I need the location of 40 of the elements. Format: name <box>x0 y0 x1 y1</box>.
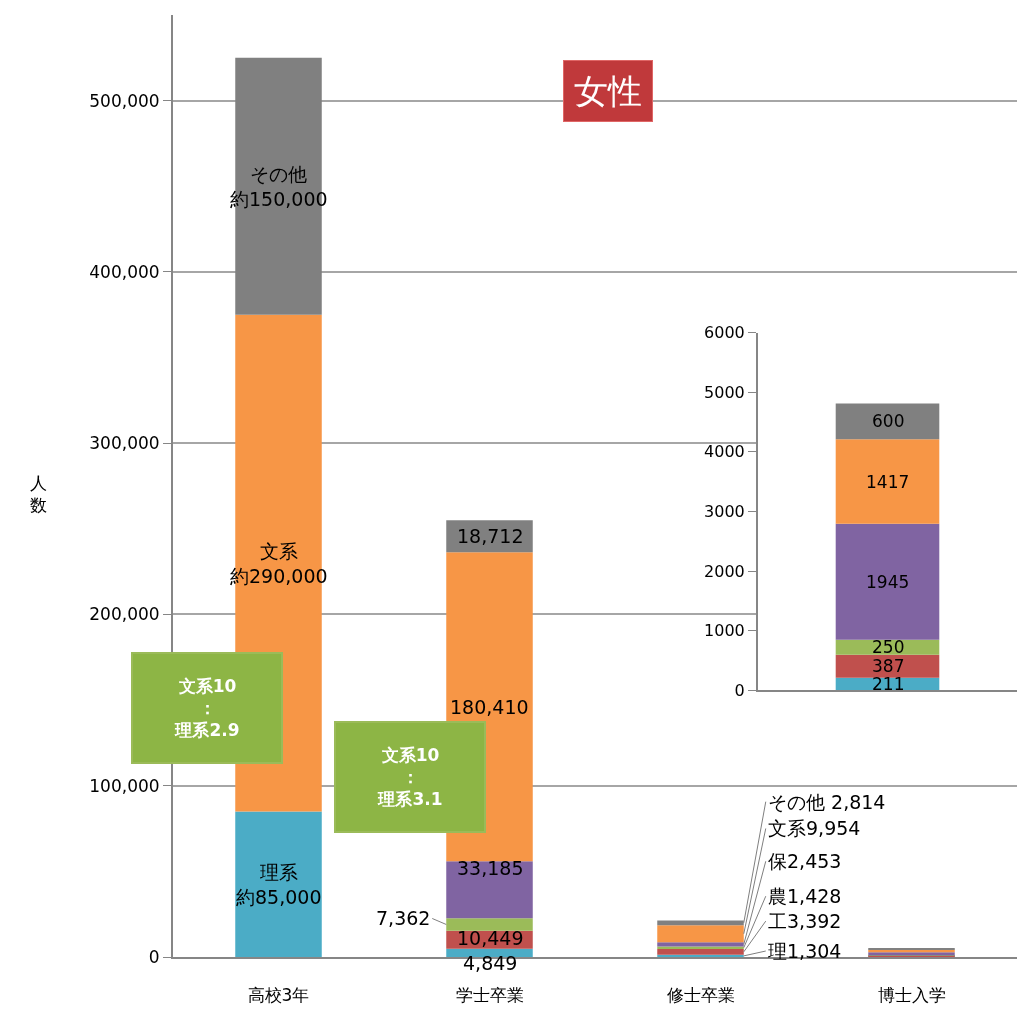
y-tick-label: 500,000 <box>89 90 160 111</box>
data-label: 理系約85,000 <box>236 861 322 908</box>
data-label: 387 <box>872 656 905 676</box>
data-label: 33,185 <box>457 857 524 879</box>
annotation: 文系10：理系2.9 <box>174 675 240 741</box>
text: 女性 <box>574 71 642 111</box>
data-label: 保2,453 <box>768 850 842 872</box>
y-tick-label: 400,000 <box>89 261 160 282</box>
data-label: 250 <box>872 637 905 657</box>
data-label: 1417 <box>866 472 910 492</box>
data-label: 180,410 <box>450 696 529 718</box>
data-label: 理1,304 <box>768 940 842 962</box>
y-axis-title: 人数 <box>30 473 47 516</box>
y-tick-label: 6000 <box>704 323 745 343</box>
data-label: その他 2,814 <box>768 791 886 813</box>
data-label: 工3,392 <box>768 910 842 932</box>
data-label: 18,712 <box>457 525 524 547</box>
x-tick-label: 学士卒業 <box>455 985 524 1006</box>
data-label: 1945 <box>866 572 910 592</box>
annotation: 文系10：理系3.1 <box>377 744 443 810</box>
y-tick-label: 300,000 <box>89 433 160 454</box>
data-label: 7,362 <box>376 907 431 929</box>
y-tick-label: 4000 <box>704 442 745 462</box>
x-tick-label: 高校3年 <box>247 985 310 1006</box>
data-label: 農1,428 <box>768 885 842 907</box>
x-tick-label: 修士卒業 <box>666 985 735 1006</box>
data-label: 4,849 <box>463 952 518 974</box>
data-label: 600 <box>872 411 905 431</box>
y-tick-label: 3000 <box>704 502 745 522</box>
y-tick-label: 2000 <box>704 561 745 581</box>
y-tick-label: 1000 <box>704 621 745 641</box>
y-tick-label: 100,000 <box>89 775 160 796</box>
data-label: 文系9,954 <box>768 817 861 839</box>
y-tick-label: 0 <box>734 680 745 700</box>
y-tick-label: 0 <box>148 946 160 967</box>
y-tick-label: 200,000 <box>89 604 160 625</box>
x-tick-label: 博士入学 <box>877 985 946 1006</box>
data-label: 10,449 <box>457 927 524 949</box>
y-tick-label: 5000 <box>704 382 745 402</box>
data-label: 211 <box>872 674 905 694</box>
